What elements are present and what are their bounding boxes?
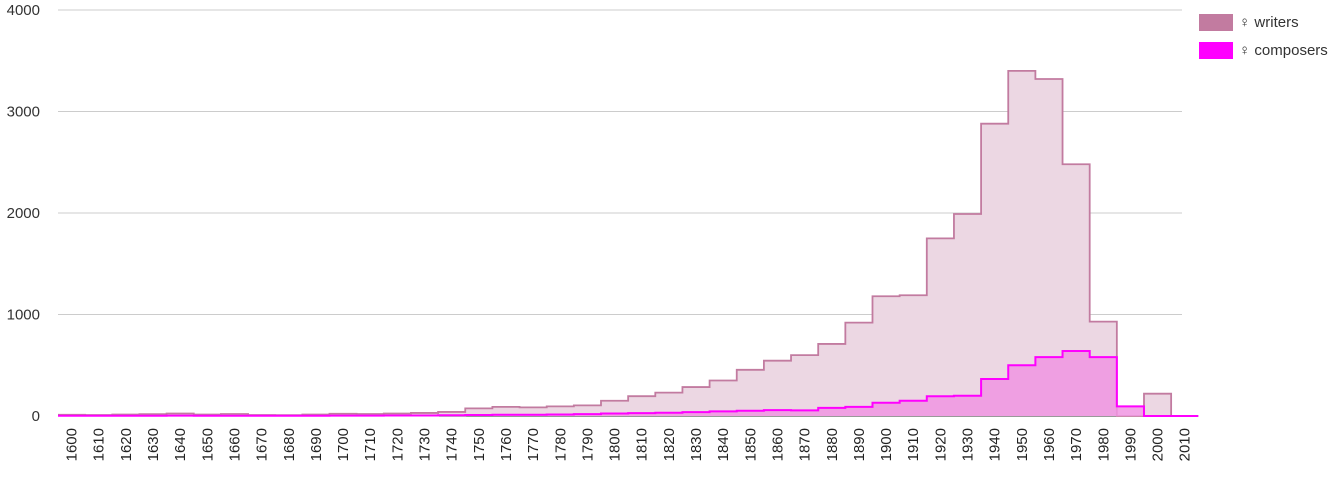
x-tick-label: 1760 [498,428,515,461]
y-tick-label: 3000 [7,104,40,121]
plot-area [58,70,1199,417]
x-tick-label: 1930 [960,428,977,461]
x-tick-label: 1670 [254,428,271,461]
y-tick-label: 1000 [7,307,40,324]
x-tick-label: 1610 [91,428,108,461]
x-tick-label: 1660 [226,428,243,461]
x-tick-label: 1680 [281,428,298,461]
y-axis: 0 1000 2000 3000 4000 [7,2,40,425]
x-tick-label: 1600 [64,428,81,461]
x-tick-label: 1810 [634,428,651,461]
x-tick-label: 1690 [308,428,325,461]
x-tick-label: 1890 [851,428,868,461]
x-tick-label: 1840 [715,428,732,461]
x-tick-label: 1620 [118,428,135,461]
x-axis: 1600 1610 1620 1630 1640 1650 1660 1670 1680 1690… [64,428,1194,461]
x-tick-label: 1780 [552,428,569,461]
x-tick-label: 1910 [905,428,922,461]
x-tick-label: 1730 [417,428,434,461]
y-tick-label: 2000 [7,205,40,222]
x-tick-label: 1870 [797,428,814,461]
x-tick-label: 1820 [661,428,678,461]
x-tick-label: 1950 [1014,428,1031,461]
legend-label-writers: ♀ writers [1239,13,1299,31]
x-tick-label: 1960 [1041,428,1058,461]
x-tick-label: 1940 [987,428,1004,461]
y-tick-label: 0 [32,408,40,425]
x-tick-label: 1710 [362,428,379,461]
x-tick-label: 1970 [1068,428,1085,461]
x-tick-label: 1700 [335,428,352,461]
series-area-1 [58,351,1199,416]
legend-swatch-writers [1199,13,1233,31]
x-tick-label: 1990 [1122,428,1139,461]
x-tick-label: 1770 [525,428,542,461]
legend-swatch-composers [1199,41,1233,59]
y-tick-label: 4000 [7,2,40,19]
legend-item-writers[interactable]: ♀ writers [1199,8,1328,36]
x-tick-label: 1850 [742,428,759,461]
series-area-0 [58,70,1199,417]
x-tick-label: 1830 [688,428,705,461]
x-tick-label: 1720 [389,428,406,461]
x-tick-label: 1860 [769,428,786,461]
x-tick-label: 1980 [1095,428,1112,461]
x-tick-label: 1800 [607,428,624,461]
x-tick-label: 1920 [932,428,949,461]
x-tick-label: 1630 [145,428,162,461]
x-tick-label: 1640 [172,428,189,461]
x-tick-label: 1740 [444,428,461,461]
x-tick-label: 1880 [824,428,841,461]
x-tick-label: 2000 [1150,428,1167,461]
x-tick-label: 2010 [1177,428,1194,461]
x-tick-label: 1750 [471,428,488,461]
series-line-1 [58,350,1199,417]
x-tick-label: 1790 [579,428,596,461]
legend-label-composers: ♀ composers [1239,41,1328,59]
x-tick-label: 1900 [878,428,895,461]
legend-item-composers[interactable]: ♀ composers [1199,36,1328,64]
x-tick-label: 1650 [199,428,216,461]
legend: ♀ writers ♀ composers [1199,8,1328,64]
